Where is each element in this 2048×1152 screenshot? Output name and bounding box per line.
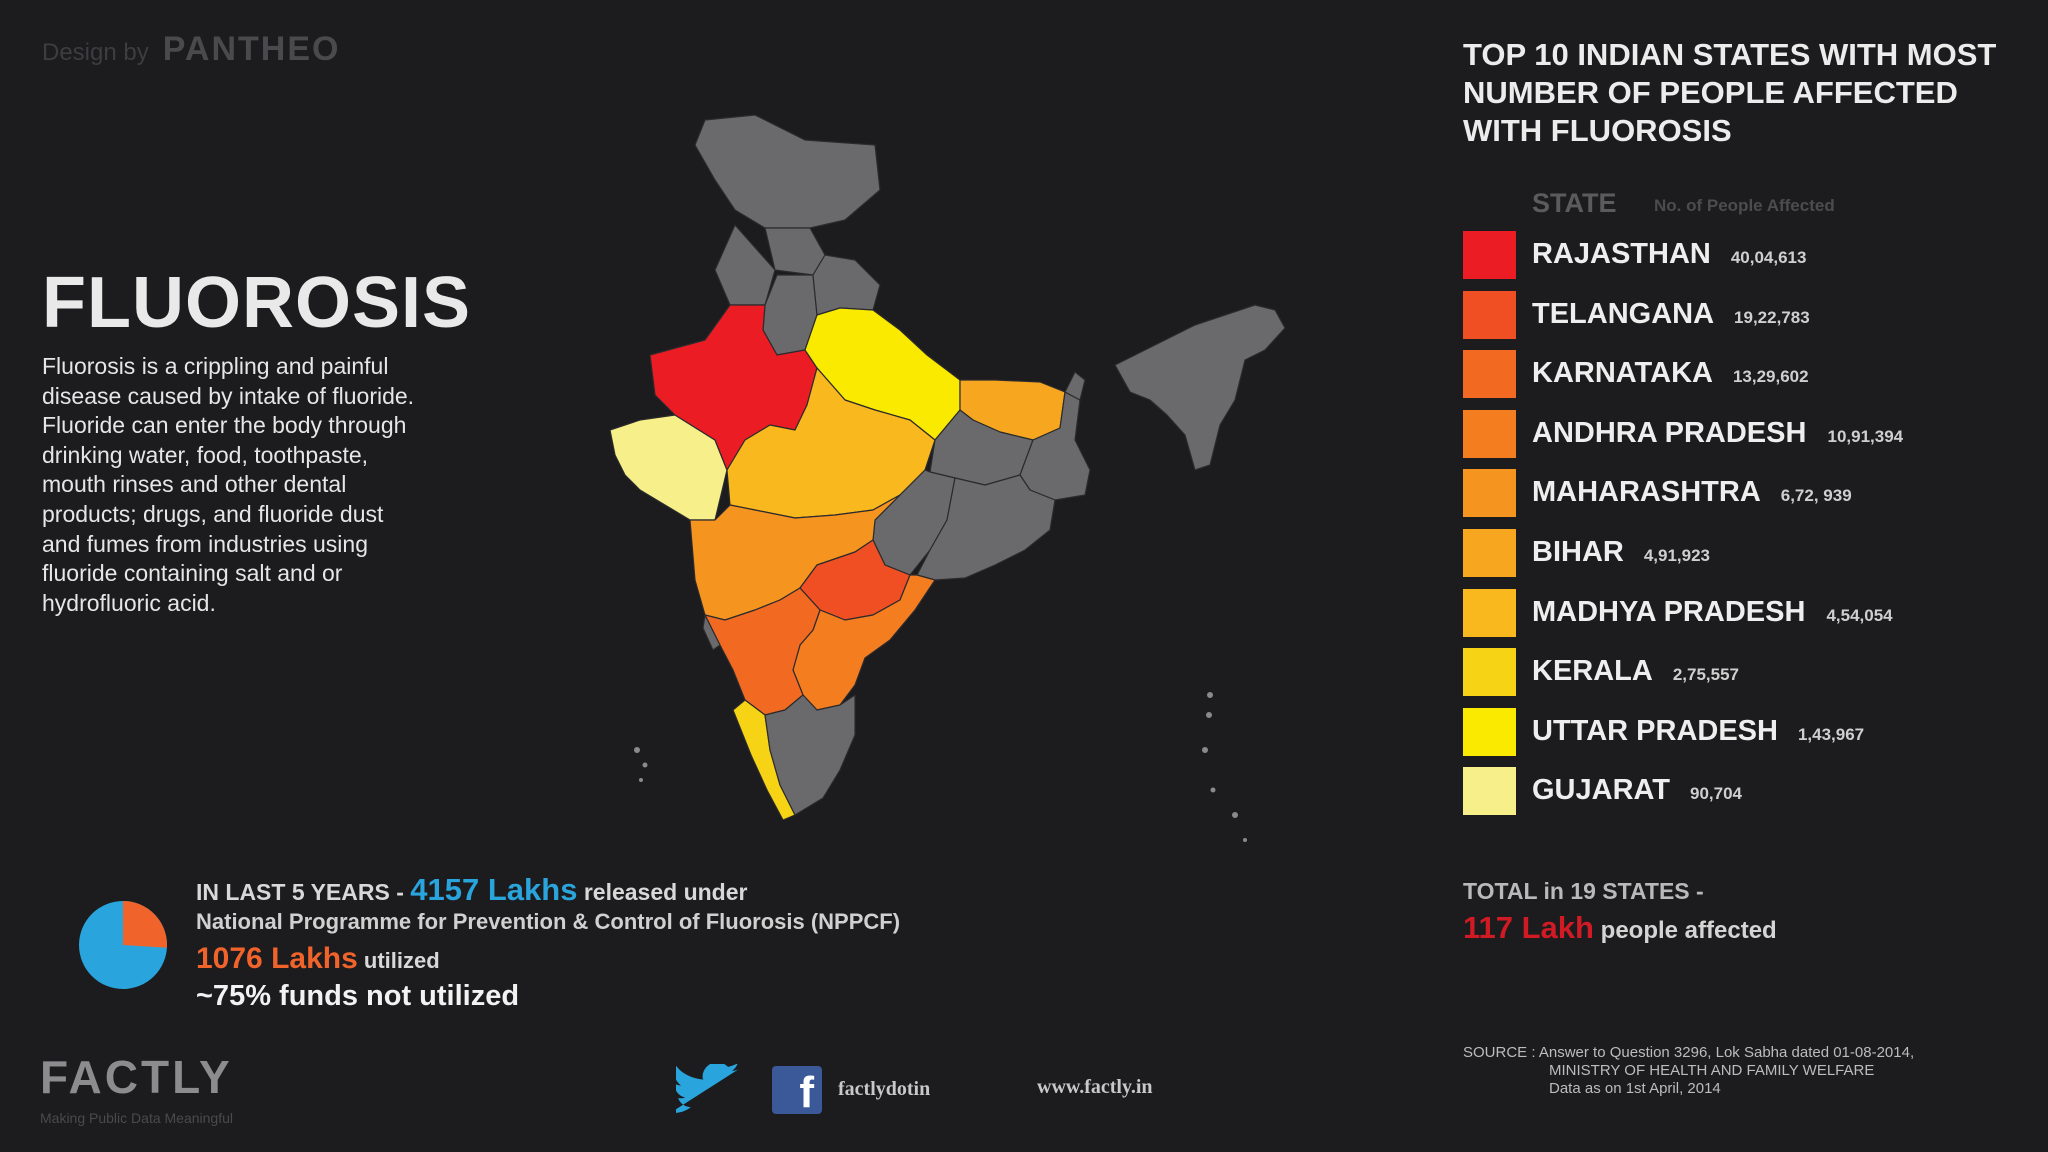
twitter-icon[interactable] [676,1064,738,1114]
state-color-swatch [1463,350,1516,399]
state-value: 4,54,054 [1826,605,1893,625]
map-odisha [916,474,1056,581]
state-row: MAHARASHTRA 6,72, 939 [1463,469,2023,518]
released-amount: 4157 Lakhs [410,872,578,907]
map-northeast [1114,304,1286,471]
state-value: 2,75,557 [1672,665,1740,685]
credit-prefix: Design by [42,39,149,66]
total-label: TOTAL in 19 STATES - [1463,878,1704,904]
state-name: MADHYA PRADESH [1532,595,1806,628]
state-row: RAJASTHAN 40,04,613 [1463,231,2023,279]
map-nicobar-1 [1210,787,1216,793]
total-suffix: people affected [1600,917,1777,944]
design-credit: Design by PANTHEO [42,30,340,69]
state-row: MADHYA PRADESH 4,54,054 [1463,588,2023,637]
state-value: 4,91,923 [1643,546,1711,565]
state-value: 6,72, 939 [1780,486,1852,506]
not-utilized-text: ~75% funds not utilized [196,980,520,1012]
state-value: 10,91,394 [1827,426,1904,446]
social-handle[interactable]: factlydotin [838,1078,931,1100]
map-andaman-1 [1207,692,1213,698]
state-row: GUJARAT 90,704 [1463,767,2023,816]
factly-logo: FACTLY [40,1051,233,1103]
state-name: ANDHRA PRADESH [1532,416,1807,449]
state-name: RAJASTHAN [1532,238,1711,270]
funds-line-utilized: 1076 Lakhs utilized [196,942,440,976]
map-goa [702,614,721,651]
state-color-swatch [1463,707,1516,756]
state-name: MAHARASHTRA [1532,476,1761,509]
table-title: TOP 10 INDIAN STATES WITH MOST NUMBER OF… [1463,37,1997,148]
map-andaman-3 [1202,747,1208,753]
programme-name: National Programme for Prevention & Cont… [196,909,901,934]
state-color-swatch [1463,588,1516,637]
state-row: KARNATAKA 13,29,602 [1463,350,2023,399]
page-title: FLUOROSIS [42,263,472,343]
total-amount: 117 Lakh [1463,910,1594,945]
released-suffix: released under [583,879,748,905]
utilized-amount: 1076 Lakhs [196,942,358,975]
map-karnataka [704,587,821,716]
state-name: UTTAR PRADESH [1532,714,1778,747]
state-name: KARNATAKA [1532,357,1713,390]
source-line-2: MINISTRY OF HEALTH AND FAMILY WELFARE [1549,1062,1875,1079]
state-row: UTTAR PRADESH 1,43,967 [1463,707,2023,756]
state-name: KERALA [1532,655,1653,688]
column-header-state: STATE [1532,188,1617,218]
state-value: 90,704 [1690,784,1743,804]
utilized-suffix: utilized [363,948,440,973]
funds-pie-chart [79,901,167,989]
map-andaman-2 [1206,712,1212,718]
state-color-swatch [1463,469,1516,518]
state-color-swatch [1463,529,1516,577]
india-map [609,114,1286,842]
map-sikkim [1064,371,1086,401]
logo-tagline: Making Public Data Meaningful [40,1110,233,1126]
state-list: RAJASTHAN 40,04,613 TELANGANA 19,22,783 KARN… [1463,231,2023,821]
state-value: 13,29,602 [1732,367,1809,387]
source-line-3: Data as on 1st April, 2014 [1549,1080,1721,1097]
map-nicobar-3 [1243,838,1247,842]
credit-brand: PANTHEO [162,30,341,68]
state-value: 40,04,613 [1730,248,1807,267]
state-color-swatch [1463,648,1516,697]
website-link[interactable]: www.factly.in [1037,1076,1153,1098]
state-row: ANDHRA PRADESH 10,91,394 [1463,409,2023,458]
source-note: SOURCE : Answer to Question 3296, Lok Sa… [1463,1044,1914,1098]
state-name: GUJARAT [1532,774,1671,807]
state-name: TELANGANA [1532,297,1715,330]
state-row: BIHAR 4,91,923 [1463,529,2023,577]
state-color-swatch [1463,290,1516,339]
state-value: 1,43,967 [1797,724,1865,744]
funds-prefix: IN LAST 5 YEARS - [196,879,404,905]
state-value: 19,22,783 [1734,307,1810,327]
pie-utilized-slice [123,901,167,948]
description-text: Fluorosis is a crippling and painful dis… [42,353,415,616]
map-lakshadweep-3 [639,778,643,782]
state-color-swatch [1463,409,1516,458]
map-uttarakhand [812,254,881,316]
state-name: BIHAR [1532,536,1624,568]
map-tamil-nadu [764,694,856,816]
total-value-line: 117 Lakh people affected [1463,910,1777,946]
state-row: TELANGANA 19,22,783 [1463,290,2023,339]
source-line-1: SOURCE : Answer to Question 3296, Lok Sa… [1463,1044,1915,1061]
column-header-count: No. of People Affected [1654,196,1835,215]
state-row: KERALA 2,75,557 [1463,648,2023,697]
state-color-swatch [1463,231,1516,279]
funds-line-released: IN LAST 5 YEARS - 4157 Lakhs released un… [196,872,747,908]
map-himachal [764,227,826,276]
map-punjab [714,224,776,306]
facebook-icon[interactable]: f [772,1066,822,1117]
map-nicobar-2 [1232,812,1238,818]
map-lakshadweep-2 [642,762,648,768]
state-color-swatch [1463,767,1516,816]
map-jammu-kashmir [694,114,881,229]
map-lakshadweep-1 [634,747,640,753]
